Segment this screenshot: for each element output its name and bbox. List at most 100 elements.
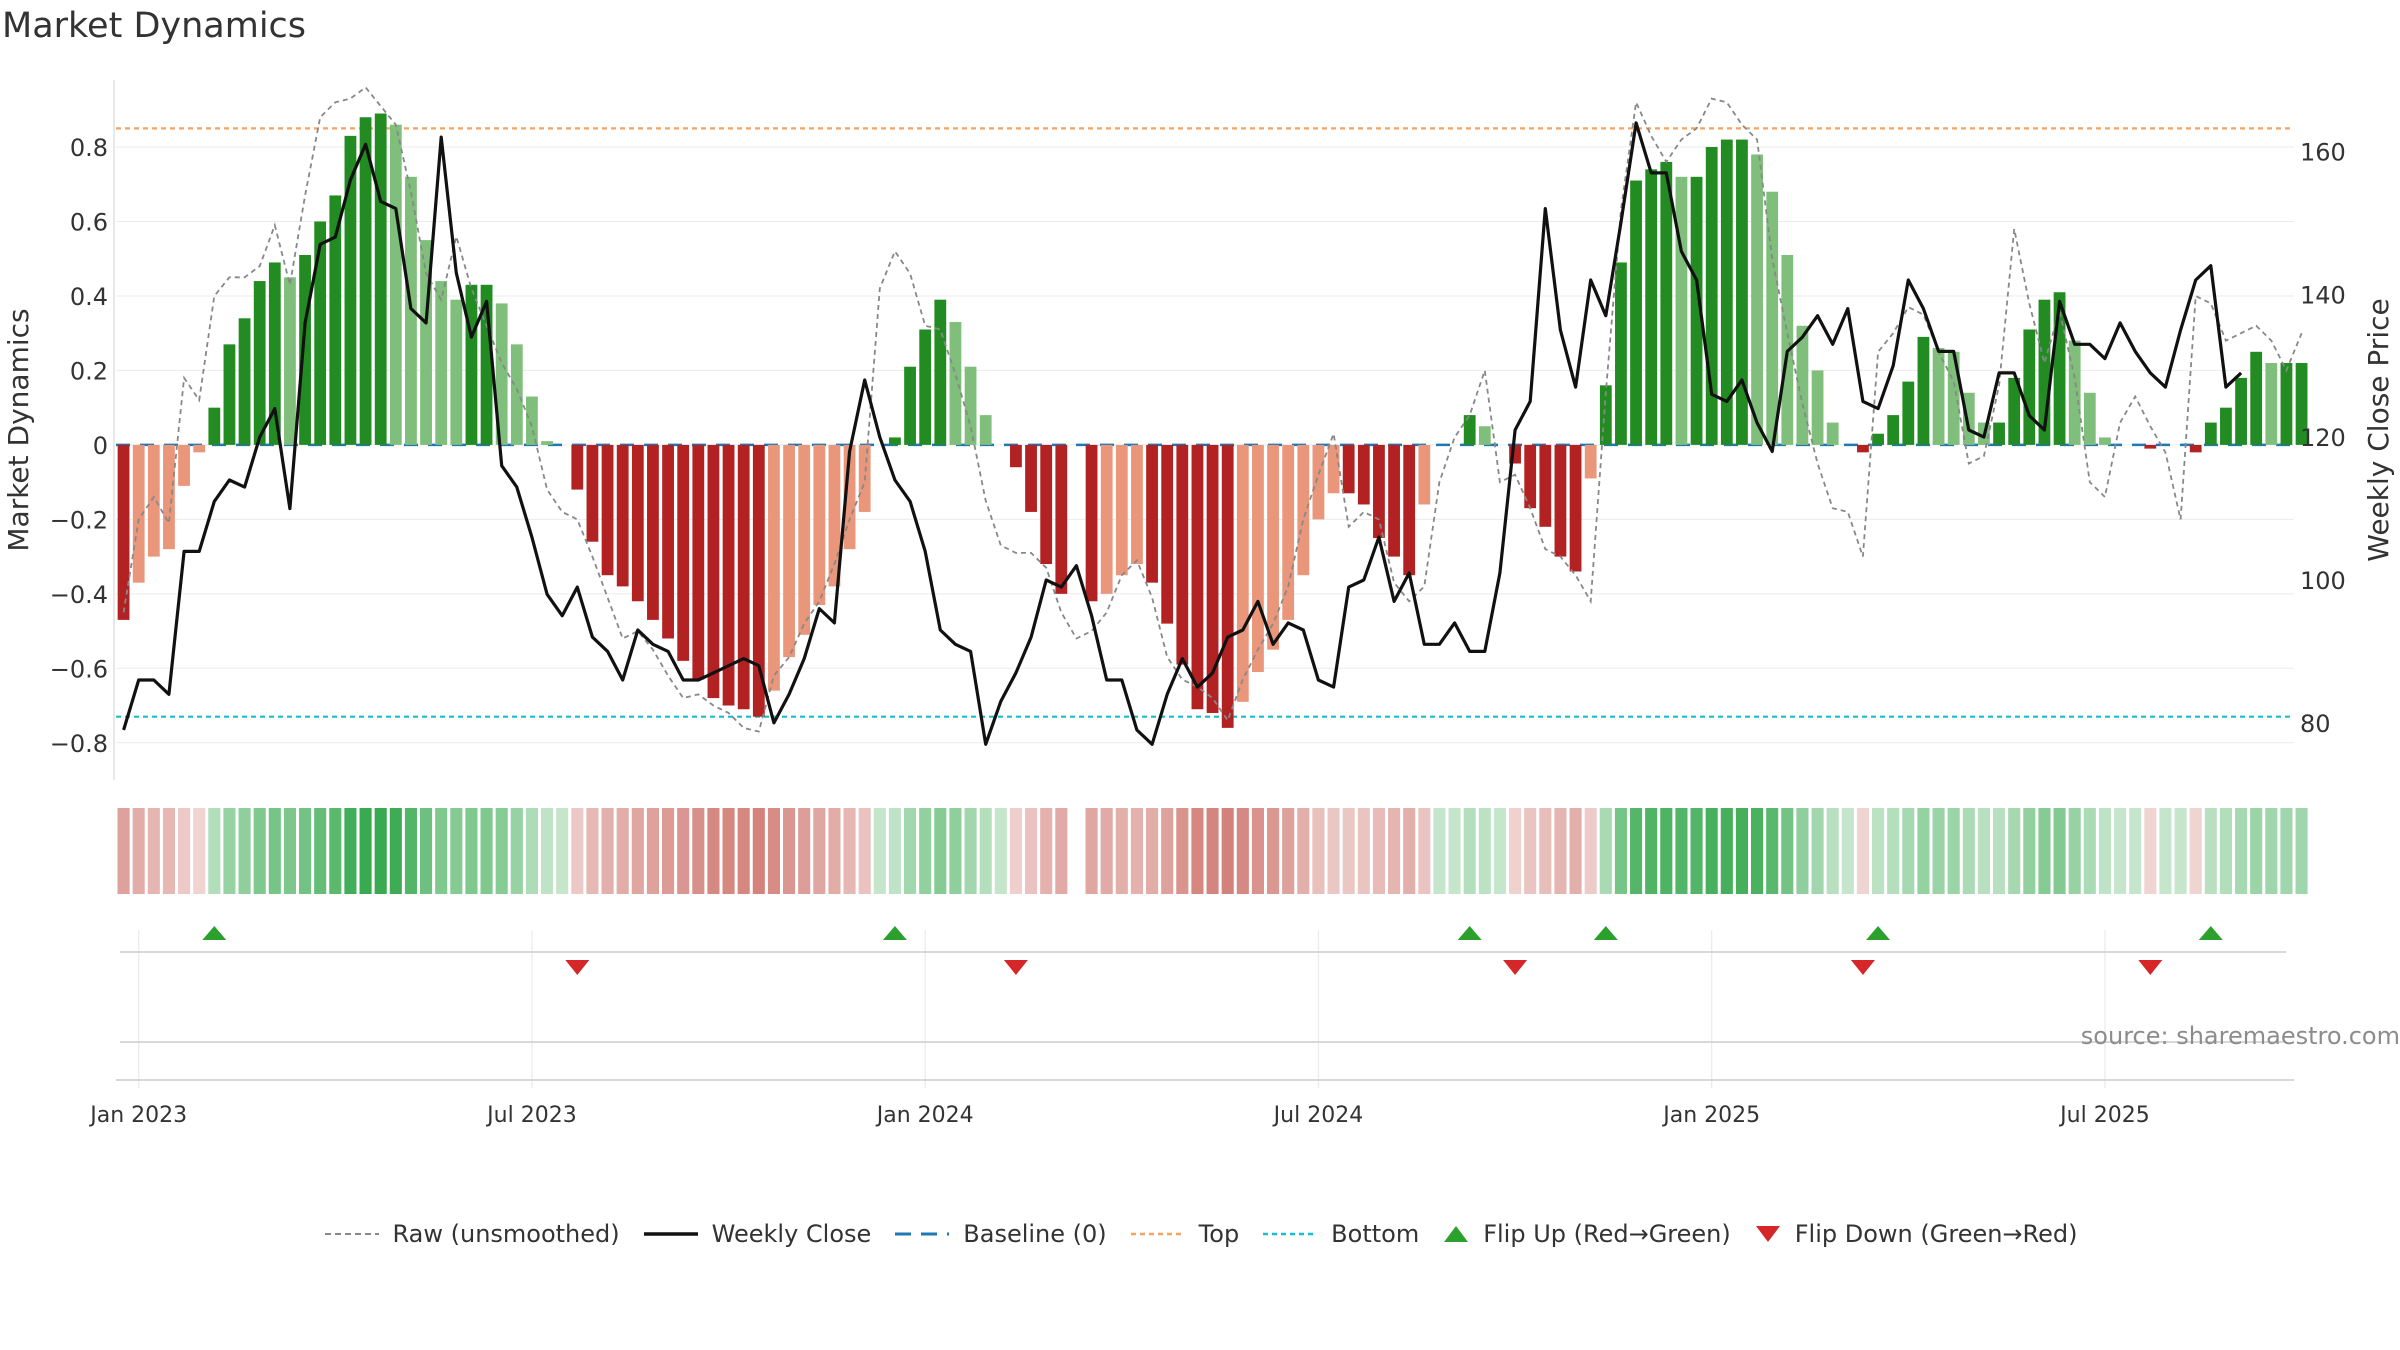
regime-cell (193, 808, 206, 894)
dynamics-bar (1131, 444, 1143, 565)
dynamics-bar (2144, 444, 2157, 449)
y2-tick-label: 140 (2300, 281, 2346, 309)
y2-tick-label: 100 (2300, 567, 2346, 595)
regime-cell (510, 808, 523, 894)
triangle-down-icon (1755, 1226, 1780, 1242)
dynamics-bar (919, 329, 932, 445)
regime-cell (1539, 808, 1552, 894)
y-axis-label: Market Dynamics (2, 308, 35, 551)
regime-cell (556, 808, 569, 894)
regime-cell (1645, 808, 1658, 894)
dynamics-bar (1645, 169, 1658, 445)
regime-cell (1176, 808, 1189, 894)
dynamics-bar (1720, 139, 1733, 445)
dynamics-bar (904, 366, 916, 445)
y-tick-label: 0.4 (70, 283, 108, 311)
regime-cell (2129, 808, 2142, 894)
regime-cell (1796, 808, 1809, 894)
regime-cell (1917, 808, 1930, 894)
flip-up-marker (202, 926, 227, 940)
regime-cell (601, 808, 614, 894)
y-tick-label: 0.8 (70, 134, 108, 162)
regime-cell (2280, 808, 2293, 894)
regime-cell (737, 808, 750, 894)
dynamics-bar (2068, 340, 2081, 445)
regime-cell (2250, 808, 2263, 894)
regime-cell (1418, 808, 1431, 894)
regime-cell (1100, 808, 1113, 894)
regime-cell (299, 808, 312, 894)
regime-cell (707, 808, 720, 894)
dynamics-bar (1524, 444, 1537, 509)
regime-cell (1675, 808, 1688, 894)
dynamics-bar (163, 444, 175, 550)
legend-label: Flip Down (Green→Red) (1794, 1220, 2078, 1248)
regime-cell (1267, 808, 1280, 894)
regime-cell (344, 808, 357, 894)
regime-cell (495, 808, 508, 894)
regime-cell (208, 808, 221, 894)
regime-cell (843, 808, 856, 894)
dynamics-bar (571, 444, 584, 490)
dynamics-bar (1599, 385, 1612, 445)
dynamics-bar (677, 444, 690, 661)
dynamics-bar (223, 344, 236, 445)
legend-item-raw: Raw (unsmoothed) (323, 1220, 620, 1248)
regime-cell (2265, 808, 2278, 894)
dynamics-bar (1010, 444, 1022, 468)
dynamics-bar (526, 396, 538, 445)
regime-cell (2159, 808, 2172, 894)
dynamics-bar (1902, 381, 1915, 445)
dynamics-bar (2023, 329, 2036, 445)
dynamics-bar (1539, 444, 1552, 527)
regime-cell (1372, 808, 1385, 894)
legend-label: Bottom (1331, 1220, 1420, 1248)
regime-cell (1055, 808, 1068, 894)
dynamics-bar (2083, 392, 2096, 445)
legend-label: Raw (unsmoothed) (392, 1220, 620, 1248)
regime-cell (1690, 808, 1703, 894)
regime-cell (1872, 808, 1885, 894)
regime-cell (1282, 808, 1295, 894)
flip-up-marker (1866, 926, 1891, 940)
regime-cell (435, 808, 448, 894)
regime-cell (178, 808, 191, 894)
regime-cell (1327, 808, 1340, 894)
regime-cell (525, 808, 538, 894)
regime-cell (1130, 808, 1143, 894)
dynamics-bar (2250, 351, 2263, 445)
regime-cell (404, 808, 417, 894)
regime-cell (1614, 808, 1627, 894)
regime-cell (238, 808, 251, 894)
dynamics-bar (1615, 262, 1627, 445)
regime-cell (162, 808, 175, 894)
dynamics-bar (601, 444, 614, 576)
dynamics-bar (1418, 444, 1431, 505)
regime-cell (1085, 808, 1098, 894)
source-note: source: sharemaestro.com (2080, 1022, 2400, 1050)
dynamics-bar (1917, 336, 1930, 445)
regime-cell (2189, 808, 2202, 894)
y-tick-label: 0 (93, 432, 108, 460)
regime-cell (1191, 808, 1204, 894)
regime-cell (1025, 808, 1038, 894)
regime-cell (1403, 808, 1416, 894)
dynamics-bar (1327, 444, 1340, 494)
dynamics-bar (964, 366, 977, 445)
dynamics-bar (510, 344, 523, 445)
dynamics-bar (1282, 444, 1295, 620)
chart-legend: Raw (unsmoothed) Weekly Close Baseline (… (0, 1214, 2400, 1254)
dynamics-bar (1040, 444, 1053, 565)
dynamics-bar (1796, 325, 1809, 445)
dynamics-bar (299, 255, 311, 445)
regime-cell (117, 808, 130, 894)
y-tick-label: 0.6 (70, 208, 108, 236)
flip-down-marker (1503, 960, 1528, 975)
dynamics-bar (253, 281, 266, 445)
regime-cell (223, 808, 236, 894)
dynamics-bar (2038, 299, 2051, 445)
regime-cell (1766, 808, 1779, 894)
regime-cell (1962, 808, 1975, 894)
dynamics-bar (1403, 444, 1416, 576)
regime-cell (949, 808, 962, 894)
